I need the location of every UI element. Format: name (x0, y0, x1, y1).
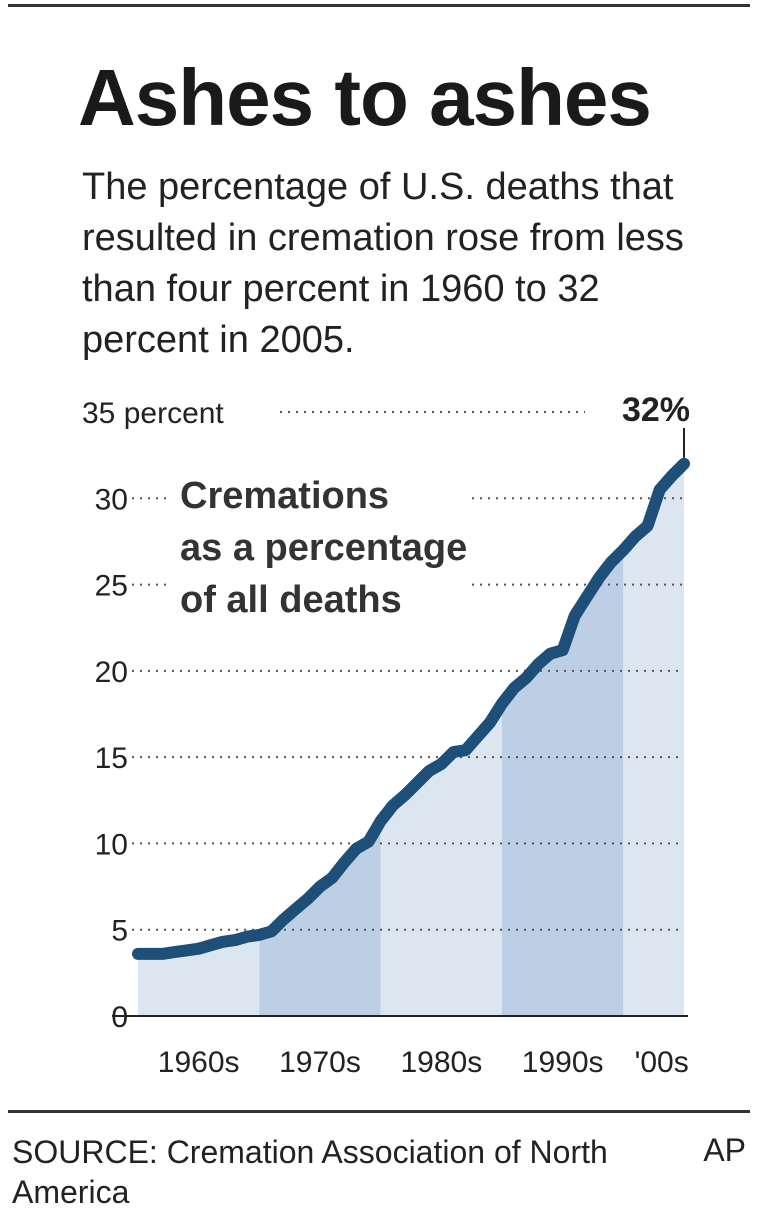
y-axis: 0 5 10 15 20 25 30 35 percent (82, 397, 224, 1034)
credit-label: AP (703, 1132, 746, 1168)
gridlines (112, 411, 688, 1017)
y-tick-label: 35 percent (82, 397, 224, 430)
annotation-line: of all deaths (180, 579, 402, 621)
y-tick-label: 15 (95, 742, 128, 775)
x-tick-label: 1980s (400, 1046, 482, 1079)
chart-subtitle: The percentage of U.S. deaths that resul… (82, 166, 684, 361)
decade-band-1990s (502, 463, 624, 1016)
top-rule (8, 4, 750, 7)
series-line-group (132, 457, 690, 960)
bottom-rule (8, 1110, 750, 1113)
y-tick-label: 30 (95, 483, 128, 516)
chart-title: Ashes to ashes (78, 53, 652, 142)
y-tick-label: 5 (111, 915, 128, 948)
x-tick-label: '00s (635, 1046, 689, 1079)
y-tick-label: 10 (95, 828, 128, 861)
y-tick-label: 25 (95, 570, 128, 603)
decade-band-00s (623, 463, 684, 1016)
y-tick-label: 0 (111, 1001, 128, 1034)
x-axis: 1960s 1970s 1980s 1990s '00s (158, 1046, 689, 1079)
x-tick-label: 1960s (158, 1046, 240, 1079)
annotation-line: Cremations (180, 475, 389, 517)
x-tick-label: 1990s (522, 1046, 604, 1079)
annotation-line: as a percentage (180, 527, 467, 569)
series-line (132, 457, 690, 960)
source-note: SOURCE: Cremation Association of North A… (12, 1134, 608, 1210)
end-value-label: 32% (622, 391, 690, 429)
decade-band-1980s (380, 463, 502, 1016)
y-tick-label: 20 (95, 656, 128, 689)
annotation: Cremations as a percentage of all deaths 32… (180, 391, 690, 621)
x-tick-label: 1970s (279, 1046, 361, 1079)
